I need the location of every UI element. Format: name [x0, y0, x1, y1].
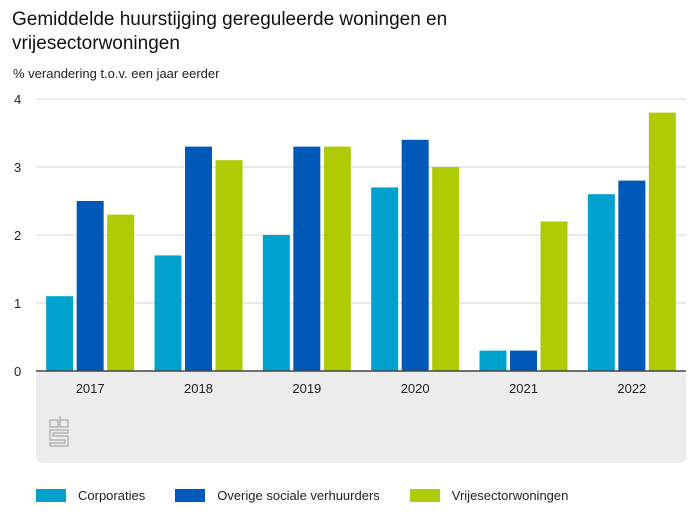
bar-2020-1: [401, 139, 429, 371]
x-tick-label: 2018: [184, 381, 213, 396]
bar-2018-2: [215, 160, 243, 371]
bar-2019-1: [293, 146, 321, 371]
y-axis-label: % verandering t.o.v. een jaar eerder: [13, 66, 220, 81]
x-axis-band: [36, 371, 686, 463]
legend-item: Vrijesectorwoningen: [409, 488, 569, 503]
y-tick-label: 3: [14, 160, 21, 175]
bar-2017-0: [46, 296, 74, 371]
x-tick-label: 2022: [617, 381, 646, 396]
legend-label: Vrijesectorwoningen: [451, 488, 569, 503]
bar-2020-2: [432, 167, 460, 371]
legend-swatch: [36, 489, 66, 502]
y-tick-label: 2: [14, 228, 21, 243]
y-tick-label: 1: [14, 296, 21, 311]
legend: Corporaties Overige sociale verhuurders Vr…: [36, 488, 598, 503]
bar-2022-2: [648, 112, 676, 371]
legend-item: Corporaties: [36, 488, 145, 503]
x-tick-label: 2021: [509, 381, 538, 396]
bar-2021-1: [510, 350, 537, 371]
bar-2018-1: [185, 146, 212, 371]
x-tick-label: 2019: [292, 381, 321, 396]
legend-swatch: [409, 489, 440, 502]
bar-2019-2: [323, 146, 351, 371]
bar-2022-1: [618, 180, 646, 371]
bar-2018-0: [154, 255, 182, 371]
bar-2019-0: [262, 235, 290, 371]
legend-swatch: [175, 489, 206, 502]
y-tick-label: 4: [14, 92, 21, 107]
bar-2022-0: [587, 194, 615, 371]
cbs-logo: [49, 416, 69, 447]
bar-2017-1: [76, 201, 104, 371]
x-tick-label: 2017: [76, 381, 105, 396]
bar-2020-0: [371, 187, 399, 371]
bar-2021-0: [479, 350, 507, 371]
legend-label: Overige sociale verhuurders: [217, 488, 380, 503]
legend-label: Corporaties: [78, 488, 146, 503]
bar-2017-2: [107, 214, 135, 371]
legend-item: Overige sociale verhuurders: [175, 488, 380, 503]
chart-title: Gemiddelde huurstijging gereguleerde won…: [12, 9, 448, 54]
bar-2021-2: [540, 221, 568, 371]
x-tick-label: 2020: [401, 381, 430, 396]
y-tick-label: 0: [14, 364, 21, 379]
